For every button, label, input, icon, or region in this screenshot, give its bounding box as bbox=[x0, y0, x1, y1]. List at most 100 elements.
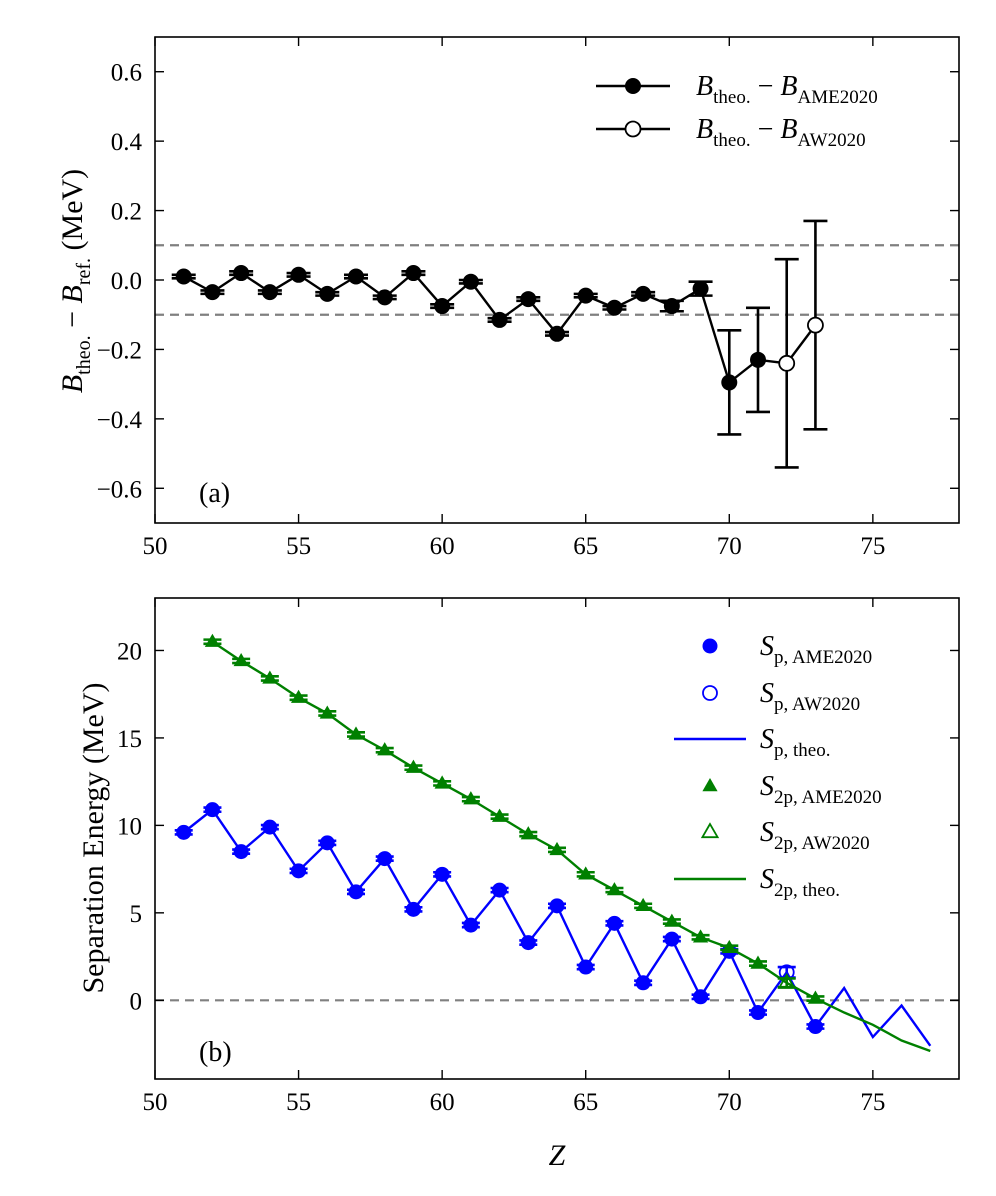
data-point bbox=[175, 268, 192, 285]
y-tick-label: −0.4 bbox=[97, 407, 143, 434]
data-point bbox=[635, 285, 652, 302]
legend-label: Btheo. − BAME2020 bbox=[696, 71, 878, 108]
reference-lines bbox=[155, 244, 959, 316]
data-point bbox=[577, 287, 594, 304]
y-tick-label: −0.6 bbox=[97, 476, 142, 503]
legend-main: S bbox=[760, 724, 774, 755]
legend-main: B bbox=[696, 71, 713, 102]
data-point bbox=[462, 273, 479, 290]
plot-frame bbox=[154, 36, 960, 524]
y-tick-label: 0.6 bbox=[111, 60, 142, 87]
legend-label: Sp, AME2020 bbox=[760, 631, 872, 668]
data-point bbox=[807, 316, 824, 334]
legend-sub: theo. bbox=[713, 87, 750, 108]
ylabel-main: B bbox=[56, 375, 89, 393]
y-tick-label: 0.0 bbox=[111, 268, 142, 295]
axis-ticks: 50 55 60 65 70 75 0 5 10 15 20 bbox=[117, 598, 959, 1116]
x-tick-label: 65 bbox=[573, 533, 598, 560]
data-point bbox=[750, 351, 766, 368]
legend-sub: 2p, theo. bbox=[774, 880, 840, 901]
x-tick-label: 60 bbox=[430, 1089, 455, 1116]
legend-sub: AME2020 bbox=[797, 87, 877, 108]
ylabel-main-2: B bbox=[56, 285, 89, 303]
x-tick-label: 55 bbox=[286, 1089, 311, 1116]
data-point bbox=[405, 265, 422, 282]
x-axis-label: Z bbox=[549, 1139, 566, 1172]
data-series bbox=[171, 219, 828, 469]
legend-main: S bbox=[760, 817, 774, 848]
data-point bbox=[692, 280, 709, 297]
legend-marker bbox=[625, 78, 641, 94]
y-tick-label: 0 bbox=[130, 988, 143, 1015]
data-point bbox=[290, 266, 307, 283]
legend-label: S2p, AME2020 bbox=[760, 771, 882, 808]
legend-sub: 2p, AW2020 bbox=[774, 833, 870, 854]
data-point bbox=[434, 298, 451, 315]
legend-sub: 2p, AME2020 bbox=[774, 787, 882, 808]
series-line bbox=[182, 807, 932, 1047]
x-tick-label: 50 bbox=[143, 533, 168, 560]
x-tick-label: 50 bbox=[143, 1089, 168, 1116]
ylabel-sub2: ref. bbox=[73, 258, 95, 285]
series-line bbox=[211, 640, 931, 1053]
data-point bbox=[721, 374, 738, 391]
legend-main: S bbox=[760, 678, 774, 709]
data-point bbox=[204, 284, 221, 301]
data-point bbox=[549, 325, 565, 342]
ylabel-minus: − bbox=[56, 303, 89, 335]
legend-main: S bbox=[760, 864, 774, 895]
legend-label: S2p, AW2020 bbox=[760, 817, 870, 854]
series-filled-circle bbox=[171, 265, 770, 436]
legend-marker bbox=[700, 822, 720, 839]
x-tick-label: 70 bbox=[717, 1089, 742, 1116]
legend-minus: − bbox=[751, 114, 781, 145]
data-point bbox=[319, 285, 336, 302]
legend-label: Btheo. − BAW2020 bbox=[696, 114, 866, 151]
legend-main: S bbox=[760, 771, 774, 802]
data-point bbox=[376, 289, 393, 306]
y-tick-label: 0.4 bbox=[111, 129, 143, 156]
legend-marker bbox=[702, 685, 718, 701]
y-tick-label: 10 bbox=[117, 813, 142, 840]
y-tick-label: 5 bbox=[130, 901, 143, 928]
legend-sub: p, theo. bbox=[774, 740, 830, 761]
x-tick-label: 70 bbox=[717, 533, 742, 560]
x-tick-label: 65 bbox=[573, 1089, 598, 1116]
data-point bbox=[606, 299, 623, 316]
data-point bbox=[663, 298, 680, 315]
series-line bbox=[211, 640, 931, 1053]
plot-frame bbox=[154, 597, 960, 1080]
ylabel-units: (MeV) bbox=[56, 169, 89, 258]
legend-main: B bbox=[780, 71, 797, 102]
x-tick-label: 55 bbox=[286, 533, 311, 560]
x-tick-label: 75 bbox=[860, 533, 885, 560]
data-point bbox=[348, 268, 364, 285]
series-line bbox=[182, 807, 932, 1047]
y-tick-label: 15 bbox=[117, 726, 142, 753]
data-series bbox=[174, 633, 932, 1053]
data-point bbox=[491, 311, 508, 328]
legend-sub: theo. bbox=[713, 130, 750, 151]
legend-sub: p, AME2020 bbox=[774, 647, 872, 668]
legend-main: B bbox=[780, 114, 797, 145]
panel-a: 50 55 60 65 70 75 −0.6 −0.4 −0.2 0.0 0.2 0.4 0.6 Bth… bbox=[56, 36, 960, 560]
axis-ticks: 50 55 60 65 70 75 −0.6 −0.4 −0.2 0.0 0.2 0.4 0.6 bbox=[97, 37, 959, 560]
x-tick-label: 60 bbox=[430, 533, 455, 560]
data-point bbox=[233, 265, 250, 282]
series-open-circle bbox=[774, 219, 828, 469]
ylabel-sub1: theo. bbox=[73, 335, 95, 374]
legend-label: Sp, theo. bbox=[760, 724, 830, 761]
legend-marker bbox=[702, 638, 718, 654]
y-tick-label: 20 bbox=[117, 638, 142, 665]
y-tick-label: 0.2 bbox=[111, 199, 142, 226]
y-axis-label: Separation Energy (MeV) bbox=[77, 682, 110, 993]
legend-marker bbox=[702, 778, 718, 792]
legend-label: Sp, AW2020 bbox=[760, 678, 860, 715]
legend-label: S2p, theo. bbox=[760, 864, 840, 901]
y-tick-label: −0.2 bbox=[97, 337, 142, 364]
data-point bbox=[261, 284, 278, 301]
